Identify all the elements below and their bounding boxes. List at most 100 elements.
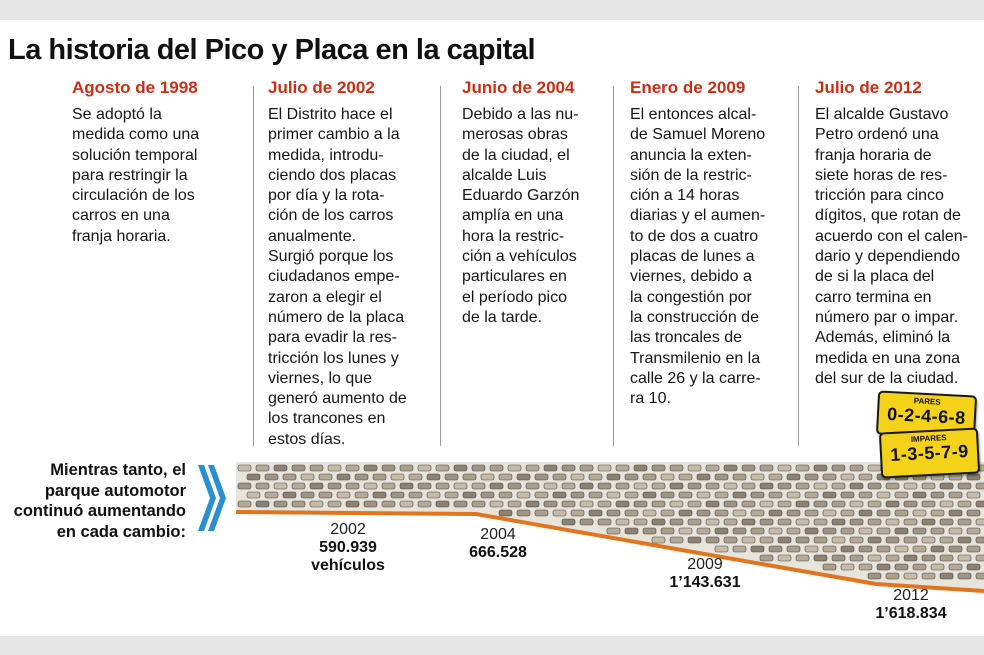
car-shape [678, 509, 693, 517]
car-shape [633, 500, 648, 508]
car-shape [957, 554, 972, 562]
car-shape [822, 545, 837, 553]
car-shape [687, 536, 702, 544]
car-shape [390, 491, 405, 499]
car-shape [354, 473, 369, 481]
car-shape [966, 509, 981, 517]
car-shape [642, 473, 657, 481]
car-shape [336, 491, 351, 499]
timeline-text: El alcalde Gustavo Petro ordenó una fran… [815, 106, 968, 387]
car-shape [687, 482, 702, 490]
car-shape [912, 563, 927, 571]
car-shape [561, 464, 576, 472]
car-shape [831, 500, 846, 508]
car-shape [381, 464, 396, 472]
timeline-entry-1998: Agosto de 1998 Se adoptó la medida como … [72, 78, 242, 247]
timeline-date: Julio de 2002 [268, 78, 375, 97]
car-shape [975, 572, 984, 580]
car-shape [903, 518, 918, 526]
car-shape [345, 500, 360, 508]
car-shape [786, 491, 801, 499]
car-shape [921, 500, 936, 508]
car-shape [525, 464, 540, 472]
car-shape [732, 527, 747, 535]
car-shape [858, 563, 873, 571]
car-shape [723, 482, 738, 490]
car-shape [858, 527, 873, 535]
car-shape [921, 536, 936, 544]
car-shape [264, 473, 279, 481]
timeline-text: Se adoptó la medida como una solución te… [72, 106, 200, 245]
car-shape [543, 500, 558, 508]
car-shape [705, 482, 720, 490]
car-shape [795, 518, 810, 526]
fleet-value: 1’618.834 [875, 605, 947, 622]
timeline-date: Agosto de 1998 [72, 78, 198, 97]
car-shape [669, 518, 684, 526]
car-shape [930, 545, 945, 553]
car-shape [696, 527, 711, 535]
car-shape [957, 482, 972, 490]
car-shape [822, 491, 837, 499]
timeline-entry-2004: Junio de 2004 Debido a las nu- merosas o… [462, 78, 632, 328]
car-shape [777, 518, 792, 526]
car-shape [858, 509, 873, 517]
car-shape [633, 482, 648, 490]
car-shape [786, 473, 801, 481]
car-shape [759, 554, 774, 562]
car-shape [858, 491, 873, 499]
car-shape [714, 491, 729, 499]
car-shape [804, 473, 819, 481]
car-shape [885, 482, 900, 490]
car-shape [516, 509, 531, 517]
plate-digits: 1-3-5-7-9 [889, 440, 970, 466]
car-shape [516, 491, 531, 499]
car-shape [939, 554, 954, 562]
car-shape [282, 491, 297, 499]
fleet-value: 666.528 [469, 544, 527, 561]
car-shape [291, 500, 306, 508]
car-shape [777, 536, 792, 544]
car-shape [237, 482, 252, 490]
car-shape [948, 509, 963, 517]
car-shape [372, 473, 387, 481]
car-shape [795, 482, 810, 490]
car-shape [498, 473, 513, 481]
car-shape [615, 482, 630, 490]
car-shape [642, 527, 657, 535]
car-shape [417, 482, 432, 490]
car-shape [795, 554, 810, 562]
car-shape [417, 500, 432, 508]
car-shape [579, 482, 594, 490]
timeline-date: Enero de 2009 [630, 78, 746, 97]
car-shape [489, 500, 504, 508]
car-shape [669, 464, 684, 472]
car-shape [939, 518, 954, 526]
car-shape [660, 527, 675, 535]
car-shape [732, 473, 747, 481]
car-shape [615, 518, 630, 526]
car-shape [894, 563, 909, 571]
car-shape [705, 518, 720, 526]
car-shape [750, 509, 765, 517]
car-shape [723, 536, 738, 544]
car-shape [930, 491, 945, 499]
car-shape [912, 527, 927, 535]
car-shape [615, 500, 630, 508]
car-shape [309, 482, 324, 490]
car-shape [435, 464, 450, 472]
plate-digits: 0-2-4-6-8 [886, 403, 967, 429]
car-shape [633, 464, 648, 472]
fleet-year: 2012 [893, 587, 929, 604]
car-shape [462, 491, 477, 499]
car-shape [687, 518, 702, 526]
car-shape [948, 545, 963, 553]
top-band [0, 0, 984, 20]
fleet-point-2002: 2002 590.939 vehículos [308, 521, 388, 575]
bottom-band [0, 636, 984, 655]
timeline-entry-2009: Enero de 2009 El entonces alcal- de Samu… [630, 78, 800, 409]
car-shape [561, 482, 576, 490]
car-shape [768, 527, 783, 535]
car-shape [921, 572, 936, 580]
car-shape [714, 545, 729, 553]
